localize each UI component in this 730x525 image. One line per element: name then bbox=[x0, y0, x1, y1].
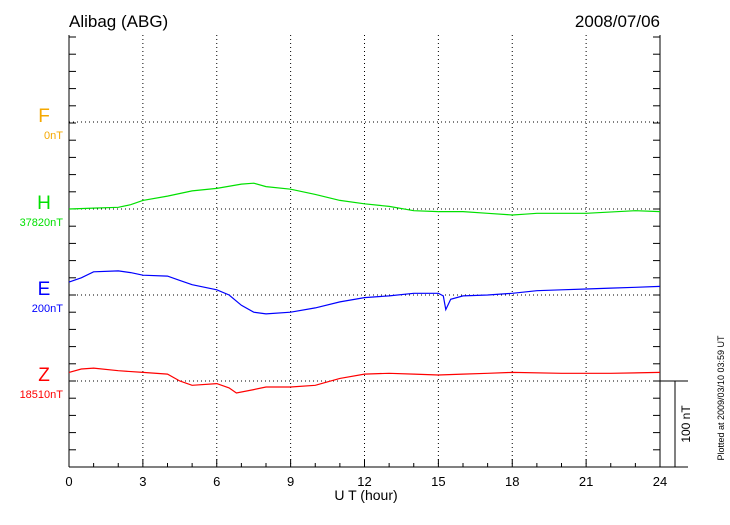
x-tick-label: 6 bbox=[213, 474, 220, 489]
series-baseline-F: 0nT bbox=[44, 130, 63, 142]
x-tick-label: 15 bbox=[431, 474, 445, 489]
series-line-H bbox=[68, 182, 661, 216]
x-tick-label: 0 bbox=[65, 474, 72, 489]
series-name-H: H bbox=[37, 193, 51, 214]
series-baseline-H: 37820nT bbox=[20, 217, 64, 229]
series-name-E: E bbox=[38, 279, 51, 300]
x-tick-label: 9 bbox=[287, 474, 294, 489]
series-name-Z: Z bbox=[38, 365, 50, 386]
x-tick-label: 21 bbox=[579, 474, 593, 489]
x-tick-label: 3 bbox=[139, 474, 146, 489]
chart-date: 2008/07/06 bbox=[575, 12, 660, 31]
series-line-Z bbox=[68, 367, 661, 394]
series-name-F: F bbox=[38, 106, 50, 127]
plotted-footnote: Plotted at 2009/03/10 03:59 UT bbox=[716, 335, 726, 461]
x-axis-label: U T (hour) bbox=[334, 487, 397, 503]
series-baseline-E: 200nT bbox=[32, 303, 63, 315]
series-baseline-Z: 18510nT bbox=[20, 389, 64, 401]
scale-bar-label: 100 nT bbox=[679, 405, 693, 443]
x-tick-label: 12 bbox=[357, 474, 371, 489]
x-tick-label: 24 bbox=[653, 474, 667, 489]
series-line-E bbox=[68, 270, 661, 315]
chart-title: Alibag (ABG) bbox=[69, 12, 168, 31]
x-tick-label: 18 bbox=[505, 474, 519, 489]
